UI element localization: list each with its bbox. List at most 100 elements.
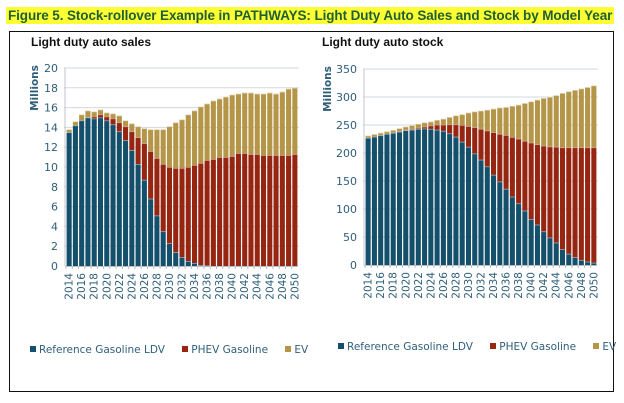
bar-ev-2042 — [242, 92, 248, 154]
bar-reference-2042 — [541, 231, 547, 265]
bar-phev-2041 — [235, 153, 241, 266]
bar-ev-2025 — [434, 119, 440, 125]
bar-phev-2033 — [185, 167, 191, 262]
bar-ev-2014 — [66, 129, 72, 133]
figure-title: Figure 5. Stock-rollover Example in PATH… — [6, 7, 615, 24]
bar-reference-2017 — [85, 117, 91, 266]
bar-reference-2020 — [104, 120, 110, 266]
bar-reference-2014 — [66, 132, 72, 266]
bar-ev-2032 — [179, 119, 185, 168]
bar-phev-2024 — [428, 125, 434, 129]
x-tick-label: 2028 — [450, 272, 462, 299]
bar-reference-2026 — [440, 130, 446, 265]
x-tick-label: 2036 — [202, 273, 214, 300]
bar-phev-2035 — [198, 163, 204, 266]
bar-phev-2018 — [91, 116, 97, 119]
bar-phev-2020 — [104, 116, 110, 121]
bar-phev-2047 — [572, 147, 578, 258]
legend-label: PHEV Gasoline — [191, 344, 269, 356]
bar-phev-2030 — [166, 167, 172, 244]
legend-item-phev: PHEV Gasoline — [490, 341, 576, 353]
x-tick-label: 2024 — [425, 272, 437, 299]
bar-phev-2042 — [541, 145, 547, 232]
bar-phev-2031 — [173, 167, 179, 253]
bar-ev-2028 — [453, 115, 459, 125]
x-tick-label: 2024 — [126, 273, 138, 300]
legend-swatch-ev — [285, 346, 292, 352]
bar-ev-2018 — [91, 111, 97, 117]
bar-reference-2022 — [116, 131, 122, 266]
x-tick-label: 2014 — [64, 273, 76, 300]
bar-phev-2027 — [148, 151, 154, 199]
bar-reference-2023 — [123, 140, 129, 266]
bar-phev-2023 — [422, 126, 428, 129]
bar-reference-2018 — [390, 132, 396, 265]
bar-ev-2027 — [148, 129, 154, 152]
x-tick-label: 2016 — [76, 273, 88, 300]
bar-ev-2026 — [141, 128, 147, 144]
bar-ev-2035 — [497, 107, 503, 134]
bar-ev-2044 — [553, 95, 559, 147]
y-tick-label: 250 — [336, 119, 357, 132]
bar-reference-2031 — [472, 153, 478, 265]
bar-reference-2025 — [434, 129, 440, 265]
bar-reference-2044 — [553, 242, 559, 265]
bar-reference-2038 — [516, 203, 522, 265]
legend-item-ev: EV — [285, 344, 308, 356]
bar-ev-2038 — [516, 104, 522, 139]
bar-phev-2048 — [279, 155, 285, 266]
bar-phev-2031 — [472, 127, 478, 154]
legend-label: EV — [602, 341, 617, 353]
legend-swatch-reference — [338, 343, 344, 349]
bar-ev-2021 — [110, 113, 116, 119]
bar-ev-2032 — [478, 110, 484, 129]
bar-ev-2047 — [572, 90, 578, 148]
y-tick-label: 350 — [336, 63, 357, 76]
bar-reference-2021 — [409, 129, 415, 265]
bar-phev-2050 — [292, 154, 298, 266]
bar-ev-2021 — [409, 125, 415, 129]
bar-phev-2045 — [260, 155, 267, 266]
bar-ev-2019 — [97, 109, 104, 115]
x-tick-label: 2046 — [563, 272, 575, 299]
bar-ev-2045 — [260, 93, 267, 156]
x-tick-label: 2026 — [139, 273, 151, 300]
bar-reference-2019 — [396, 131, 403, 265]
bar-phev-2048 — [578, 147, 584, 260]
x-tick-label: 2046 — [264, 273, 276, 300]
bar-reference-2030 — [465, 146, 471, 265]
bar-phev-2040 — [528, 142, 534, 220]
bar-phev-2046 — [267, 155, 273, 266]
bar-ev-2033 — [484, 109, 490, 131]
y-tick-label: 0 — [51, 260, 58, 273]
bar-phev-2041 — [534, 144, 540, 225]
y-tick-label: 300 — [336, 91, 357, 104]
bar-reference-2033 — [185, 261, 191, 266]
bar-reference-2030 — [166, 243, 172, 266]
bar-ev-2035 — [198, 106, 204, 164]
bar-ev-2027 — [447, 117, 453, 125]
bar-ev-2047 — [273, 93, 279, 156]
bar-ev-2023 — [422, 122, 428, 127]
x-tick-label: 2040 — [227, 273, 239, 300]
sales-chart-title: Light duty auto sales — [31, 35, 152, 49]
bar-reference-2046 — [566, 253, 572, 265]
stock-chart-title: Light duty auto stock — [322, 35, 444, 49]
bar-ev-2020 — [403, 126, 409, 130]
x-tick-label: 2038 — [214, 273, 226, 300]
x-tick-label: 2032 — [177, 273, 189, 300]
bar-ev-2016 — [378, 132, 384, 136]
x-tick-label: 2020 — [101, 273, 113, 300]
legend-label: EV — [294, 344, 309, 356]
legend-item-reference: Reference Gasoline LDV — [338, 341, 473, 353]
bar-phev-2019 — [97, 114, 104, 118]
bar-ev-2031 — [173, 122, 179, 168]
bar-ev-2037 — [509, 105, 515, 138]
bar-phev-2039 — [522, 140, 528, 211]
bar-ev-2036 — [204, 103, 210, 161]
bar-ev-2042 — [541, 98, 547, 146]
y-tick-label: 150 — [336, 175, 357, 188]
legend-item-reference: Reference Gasoline LDV — [30, 344, 165, 356]
bar-phev-2042 — [242, 153, 248, 266]
